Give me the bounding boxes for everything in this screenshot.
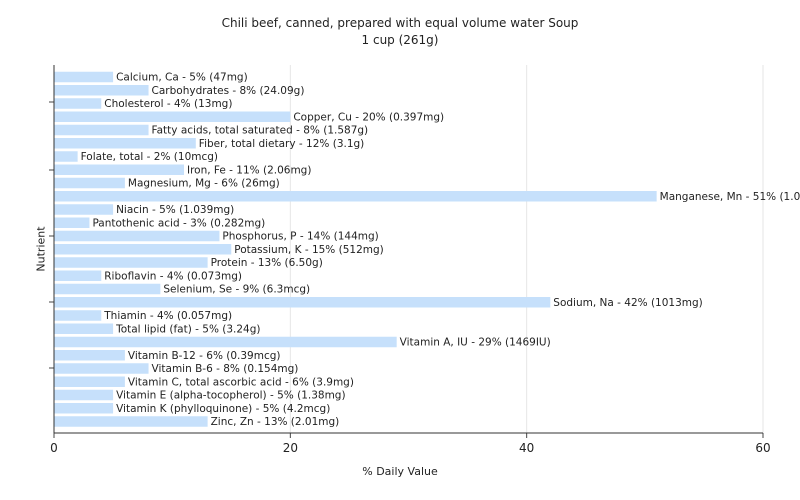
bar [54,257,208,268]
x-tick-label: 20 [283,441,298,455]
bar-label: Potassium, K - 15% (512mg) [234,244,384,256]
bar [54,376,125,387]
bar [54,310,102,321]
bar-label: Vitamin K (phylloquinone) - 5% (4.2mcg) [116,403,330,415]
y-axis-label: Nutrient [34,226,48,272]
bar-label: Vitamin B-12 - 6% (0.39mcg) [128,350,281,362]
bar [54,416,208,427]
bar [54,204,114,215]
bar [54,85,149,96]
bar [54,403,114,414]
bar-label: Calcium, Ca - 5% (47mg) [116,72,248,84]
bar [54,71,114,83]
bar-label: Phosphorus, P - 14% (144mg) [222,231,378,243]
bar [54,177,125,189]
bar [54,164,184,175]
bar [54,111,291,122]
bar-label: Iron, Fe - 11% (2.06mg) [187,164,311,176]
bar [54,217,90,228]
bar-label: Vitamin C, total ascorbic acid - 6% (3.9… [128,376,354,388]
bar [54,283,161,295]
bar-label: Riboflavin - 4% (0.073mg) [104,270,242,282]
bar [54,363,149,374]
bar [54,124,149,136]
bar-label: Vitamin A, IU - 29% (1469IU) [400,337,551,349]
bar-label: Zinc, Zn - 13% (2.01mg) [211,416,340,428]
bar [54,336,397,348]
bar-label: Pantothenic acid - 3% (0.282mg) [92,217,265,229]
bar-label: Vitamin E (alpha-tocopherol) - 5% (1.38m… [116,390,346,402]
bar [54,323,114,334]
x-tick-label: 60 [755,441,770,455]
x-tick-label: 0 [50,441,58,455]
bar [54,389,114,401]
bar-label: Fatty acids, total saturated - 8% (1.587… [152,125,369,137]
bar [54,230,220,242]
x-tick-label: 40 [519,441,534,455]
bar-label: Sodium, Na - 42% (1013mg) [553,297,702,309]
bar-label: Protein - 13% (6.50g) [211,257,323,269]
bar-label: Cholesterol - 4% (13mg) [104,98,232,110]
bar [54,297,551,308]
chart-title: Chili beef, canned, prepared with equal … [221,16,579,30]
bar-label: Total lipid (fat) - 5% (3.24g) [115,323,260,335]
bar-label: Folate, total - 2% (10mcg) [81,151,218,163]
bar-label: Vitamin B-6 - 8% (0.154mg) [152,363,299,375]
bar [54,98,102,109]
bar-label: Niacin - 5% (1.039mg) [116,204,234,216]
bar-label: Fiber, total dietary - 12% (3.1g) [199,138,364,150]
bar-label: Selenium, Se - 9% (6.3mcg) [163,284,310,296]
bar [54,138,196,149]
bar [54,270,102,281]
bar [54,244,232,255]
bar [54,151,78,162]
bar-label: Copper, Cu - 20% (0.397mg) [293,111,444,123]
chart-subtitle: 1 cup (261g) [361,33,439,47]
bar [54,191,657,202]
bar-label: Magnesium, Mg - 6% (26mg) [128,178,280,190]
bar-label: Manganese, Mn - 51% (1.023mg) [660,191,800,203]
x-axis-label: % Daily Value [362,465,438,478]
bar-label: Thiamin - 4% (0.057mg) [103,310,232,322]
bar-label: Carbohydrates - 8% (24.09g) [152,85,305,97]
bar [54,350,125,361]
